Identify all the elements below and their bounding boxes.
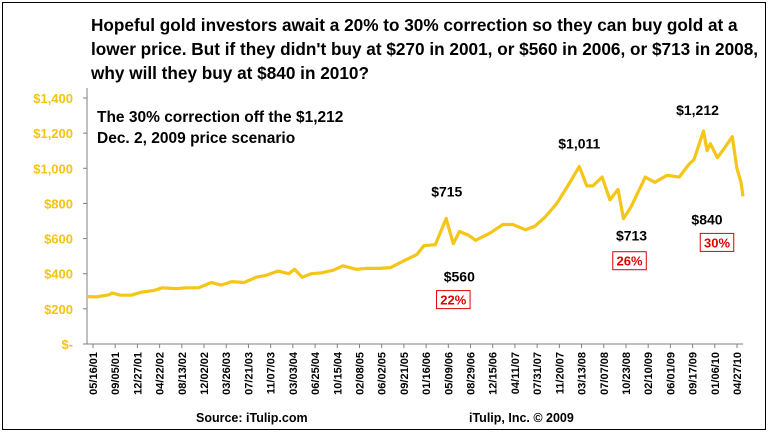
x-tick-label: 04/27/10	[732, 352, 744, 395]
y-tick-label: $400	[44, 267, 73, 282]
x-tick-label: 11/07/03	[266, 352, 278, 394]
x-tick-label: 11/20/07	[554, 352, 566, 394]
price-annotation: $1,212	[676, 102, 719, 118]
correction-percent-label: 26%	[617, 254, 643, 269]
x-tick-label: 01/06/10	[710, 352, 722, 395]
correction-box	[699, 232, 735, 252]
correction-box	[612, 251, 647, 271]
source-label: Source: iTulip.com	[196, 411, 308, 425]
copyright-label: iTulip, Inc. © 2009	[469, 411, 574, 425]
x-tick-label: 06/02/05	[377, 352, 389, 395]
price-annotation: $713	[616, 228, 647, 244]
x-tick-label: 03/26/03	[221, 352, 233, 395]
correction-percent-label: 22%	[440, 293, 466, 308]
price-annotation: $840	[691, 211, 722, 227]
chart-title-line-1: The 30% correction off the $1,212	[97, 109, 343, 126]
y-tick-label: $-	[61, 337, 73, 352]
x-tick-label: 07/07/08	[599, 352, 611, 395]
x-tick-label: 03/03/04	[288, 351, 300, 395]
chart-title-line-2: Dec. 2, 2009 price scenario	[97, 130, 295, 147]
correction-box	[436, 290, 471, 310]
price-annotation: $1,011	[558, 135, 600, 151]
x-tick-label: 10/15/04	[332, 351, 344, 395]
x-tick-label: 08/29/06	[466, 352, 478, 395]
x-tick-label: 07/31/07	[532, 352, 544, 395]
price-annotation: $715	[431, 183, 462, 199]
x-tick-label: 08/13/02	[177, 352, 189, 395]
y-tick-label: $200	[44, 302, 73, 317]
y-tick-label: $600	[44, 232, 73, 247]
chart-frame: Hopeful gold investors await a 20% to 30…	[2, 2, 766, 430]
x-tick-label: 12/02/02	[199, 352, 211, 395]
x-tick-label: 10/23/08	[621, 352, 633, 395]
gold-price-chart: $- $200 $400 $600 $800 $1,000 $1,200 $1,400 05/…	[33, 88, 745, 425]
x-tick-label: 01/16/06	[421, 352, 433, 395]
plot-area	[87, 88, 743, 344]
x-tick-label: 06/01/09	[665, 352, 677, 395]
x-tick-label: 03/13/08	[577, 352, 589, 395]
x-tick-label: 09/17/09	[688, 352, 700, 395]
x-tick-label: 12/15/06	[488, 352, 500, 395]
x-tick-label: 06/25/04	[310, 351, 322, 395]
x-tick-label: 04/11/07	[510, 352, 522, 394]
x-tick-label: 02/10/09	[643, 352, 655, 395]
x-tick-label: 02/08/05	[354, 352, 366, 395]
chart-headline: Hopeful gold investors await a 20% to 30…	[91, 15, 759, 83]
x-tick-label: 05/09/06	[443, 352, 455, 395]
price-annotation: $560	[444, 269, 475, 285]
gold-price-line	[86, 129, 745, 299]
correction-percent-label: 30%	[704, 235, 730, 250]
y-tick-label: $1,000	[33, 161, 73, 176]
x-tick-label: 05/16/01	[88, 352, 100, 395]
y-tick-label: $800	[44, 196, 73, 211]
x-tick-label: 12/27/01	[132, 352, 144, 395]
x-tick-label: 07/21/03	[243, 352, 255, 395]
y-tick-label: $1,200	[33, 126, 73, 141]
x-tick-label: 09/05/01	[110, 352, 122, 395]
x-tick-label: 09/21/05	[399, 352, 411, 395]
y-tick-label: $1,400	[33, 91, 73, 106]
x-tick-label: 04/22/02	[155, 352, 167, 395]
